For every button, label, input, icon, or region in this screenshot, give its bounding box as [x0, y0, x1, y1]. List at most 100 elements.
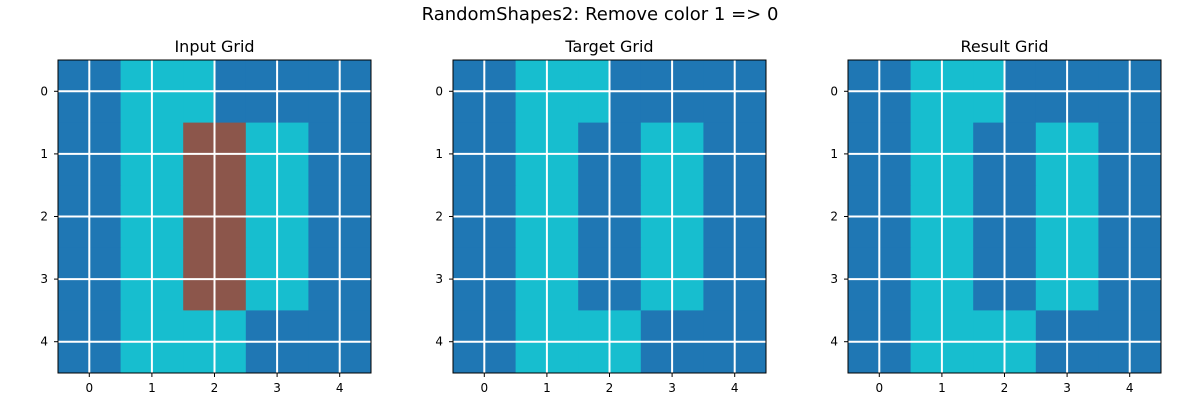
heatmap-cell: [734, 185, 767, 217]
heatmap-cell: [578, 60, 610, 92]
heatmap-cell: [151, 153, 184, 186]
heatmap-cell: [910, 153, 943, 186]
heatmap-cell: [1004, 279, 1037, 311]
heatmap-cell: [879, 247, 912, 280]
heatmap-cell: [672, 91, 704, 124]
heatmap-cell: [453, 91, 485, 124]
heatmap-cell: [672, 122, 704, 155]
heatmap-cell: [484, 91, 517, 124]
heatmap-cell: [1098, 60, 1131, 92]
heatmap-cell: [453, 216, 485, 249]
heatmap-cell: [1098, 185, 1131, 217]
heatmap-cell: [1004, 91, 1037, 124]
heatmap-cell: [89, 60, 122, 92]
y-tick-label: 0: [830, 84, 838, 98]
heatmap-cell: [546, 279, 579, 311]
x-tick-label: 1: [148, 381, 156, 395]
heatmap-cell: [879, 310, 912, 343]
y-tick-label: 4: [435, 335, 443, 349]
heatmap-cell: [578, 91, 610, 124]
heatmap-cell: [910, 279, 943, 311]
y-tick-label: 3: [830, 272, 838, 286]
heatmap-cell: [640, 91, 673, 124]
heatmap-cell: [578, 310, 610, 343]
heatmap-cell: [214, 60, 247, 92]
heatmap-cell: [734, 279, 767, 311]
heatmap-cell: [941, 247, 974, 280]
heatmap-cell: [973, 310, 1005, 343]
heatmap-cell: [515, 279, 548, 311]
heatmap-cell: [703, 185, 736, 217]
heatmap-cell: [453, 310, 485, 343]
heatmap-cell: [1067, 122, 1099, 155]
heatmap-cell: [1004, 247, 1037, 280]
heatmap-cell: [672, 216, 704, 249]
heatmap-cell: [734, 247, 767, 280]
heatmap-cell: [941, 60, 974, 92]
heatmap-cell: [151, 60, 184, 92]
heatmap-cell: [609, 247, 642, 280]
heatmap-cell: [515, 310, 548, 343]
heatmap-cell: [609, 60, 642, 92]
heatmap-cell: [941, 279, 974, 311]
heatmap-cell: [245, 216, 278, 249]
heatmap-cell: [1035, 279, 1068, 311]
heatmap-cell: [546, 60, 579, 92]
heatmap-cell: [1129, 60, 1162, 92]
heatmap-cell: [640, 310, 673, 343]
x-tick-label: 2: [1001, 381, 1009, 395]
heatmap-cell: [1035, 341, 1068, 374]
heatmap-cell: [609, 185, 642, 217]
heatmap-cell: [1067, 91, 1099, 124]
heatmap-cell: [734, 341, 767, 374]
heatmap-cell: [910, 185, 943, 217]
x-tick-label: 0: [480, 381, 488, 395]
heatmap-cell: [941, 341, 974, 374]
x-tick-label: 0: [875, 381, 883, 395]
heatmap-cell: [308, 60, 341, 92]
heatmap-cell: [308, 341, 341, 374]
heatmap-cell: [183, 247, 215, 280]
heatmap-cell: [151, 185, 184, 217]
heatmap-cell: [1004, 60, 1037, 92]
heatmap-cell: [120, 279, 153, 311]
heatmap-cell: [515, 185, 548, 217]
heatmap-cell: [672, 247, 704, 280]
heatmap-cell: [1067, 279, 1099, 311]
y-tick-label: 0: [40, 84, 48, 98]
y-tick-label: 3: [40, 272, 48, 286]
heatmap-cell: [1098, 122, 1131, 155]
heatmap-cell: [214, 185, 247, 217]
y-tick-label: 4: [830, 335, 838, 349]
heatmap-cell: [58, 279, 90, 311]
heatmap-cell: [941, 122, 974, 155]
heatmap-cell: [910, 310, 943, 343]
heatmap-cell: [848, 247, 880, 280]
heatmap-panel: 0 1 2 3 4 0 1 2 3 4 Result Grid: [830, 37, 1162, 395]
heatmap-cell: [339, 216, 372, 249]
heatmap-cell: [1004, 341, 1037, 374]
heatmap-cell: [58, 216, 90, 249]
x-tick-label: 4: [336, 381, 344, 395]
heatmap-cell: [308, 247, 341, 280]
heatmap-cell: [120, 60, 153, 92]
heatmap-cell: [453, 60, 485, 92]
heatmap-cell: [609, 153, 642, 186]
heatmap-cell: [672, 60, 704, 92]
heatmap-cell: [120, 122, 153, 155]
heatmap-cell: [277, 247, 309, 280]
heatmap-cell: [640, 279, 673, 311]
heatmap-cell: [484, 310, 517, 343]
heatmap-cell: [484, 153, 517, 186]
heatmap-cell: [1035, 310, 1068, 343]
heatmap-cell: [973, 341, 1005, 374]
heatmap-cell: [120, 91, 153, 124]
heatmap-cell: [1129, 310, 1162, 343]
heatmap-cell: [734, 122, 767, 155]
x-tick-label: 3: [668, 381, 676, 395]
heatmap-cell: [151, 122, 184, 155]
heatmap-cell: [879, 341, 912, 374]
heatmap-cell: [58, 185, 90, 217]
y-tick-label: 0: [435, 84, 443, 98]
heatmap-cell: [151, 279, 184, 311]
